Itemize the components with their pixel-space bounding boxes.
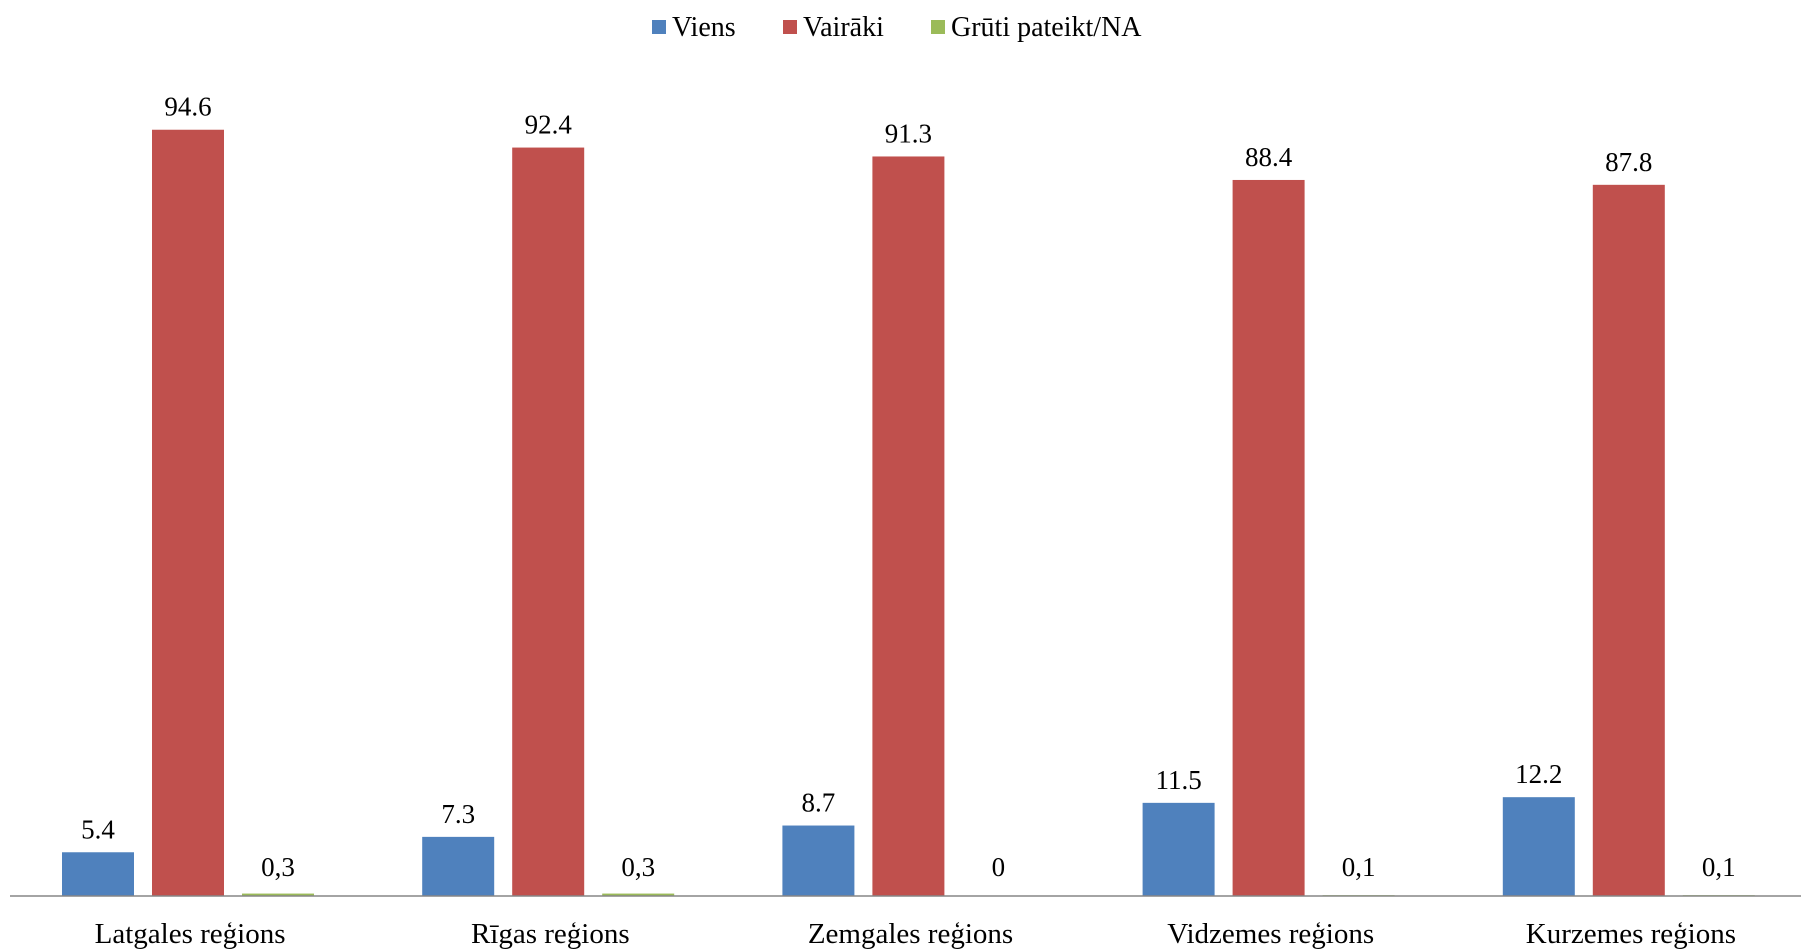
data-label-0-3: 11.5 — [1155, 765, 1201, 795]
category-labels: Latgales reģions Rīgas reģions Zemgales re… — [95, 918, 1736, 950]
category-label-4: Kurzemes reģions — [1526, 918, 1736, 950]
bar-0-2 — [782, 825, 855, 896]
data-label-0-0: 5.4 — [81, 814, 115, 844]
bar-0-1 — [422, 836, 495, 896]
category-label-1: Rīgas reģions — [471, 918, 630, 950]
legend-label-0: Viens — [672, 12, 736, 43]
bar-1-0 — [152, 129, 224, 897]
data-label-2-4: 0,1 — [1702, 852, 1736, 882]
bar-1-2 — [872, 156, 945, 897]
data-label-2-1: 0,3 — [621, 852, 655, 882]
data-label-1-0: 94.6 — [164, 92, 211, 122]
category-label-0: Latgales reģions — [95, 918, 286, 950]
data-label-1-3: 88.4 — [1245, 142, 1293, 172]
data-label-1-4: 87.8 — [1605, 147, 1652, 177]
bar-1-3 — [1232, 179, 1305, 896]
bar-1-1 — [512, 147, 585, 896]
legend-label-1: Vairāki — [803, 12, 884, 43]
bar-1-4 — [1592, 184, 1665, 896]
bar-0-3 — [1142, 802, 1215, 896]
bar-2-1 — [602, 893, 675, 896]
data-label-2-0: 0,3 — [261, 852, 295, 882]
legend-label-2: Grūti pateikt/NA — [951, 12, 1142, 43]
category-label-2: Zemgales reģions — [808, 918, 1013, 950]
bar-0-0 — [62, 852, 134, 896]
data-label-1-1: 92.4 — [525, 110, 573, 140]
data-label-0-1: 7.3 — [441, 799, 475, 829]
data-labels: 5.4 94.6 0,3 7.3 92.4 0,3 8.7 91.3 0 11.5 88.4 0,1 1… — [81, 92, 1736, 882]
legend: Viens Vairāki Grūti pateikt/NA — [652, 12, 1142, 43]
legend-swatch-0 — [652, 20, 666, 34]
data-label-1-2: 91.3 — [885, 118, 932, 148]
legend-swatch-2 — [931, 20, 945, 34]
category-label-3: Vidzemes reģions — [1167, 918, 1374, 950]
data-label-2-3: 0,1 — [1342, 852, 1376, 882]
legend-swatch-1 — [783, 20, 797, 34]
data-label-0-2: 8.7 — [802, 788, 836, 818]
bar-0-4 — [1502, 797, 1575, 896]
bar-2-0 — [242, 893, 314, 896]
bars — [62, 129, 1755, 897]
data-label-0-4: 12.2 — [1515, 759, 1562, 789]
data-label-2-2: 0 — [992, 852, 1006, 882]
